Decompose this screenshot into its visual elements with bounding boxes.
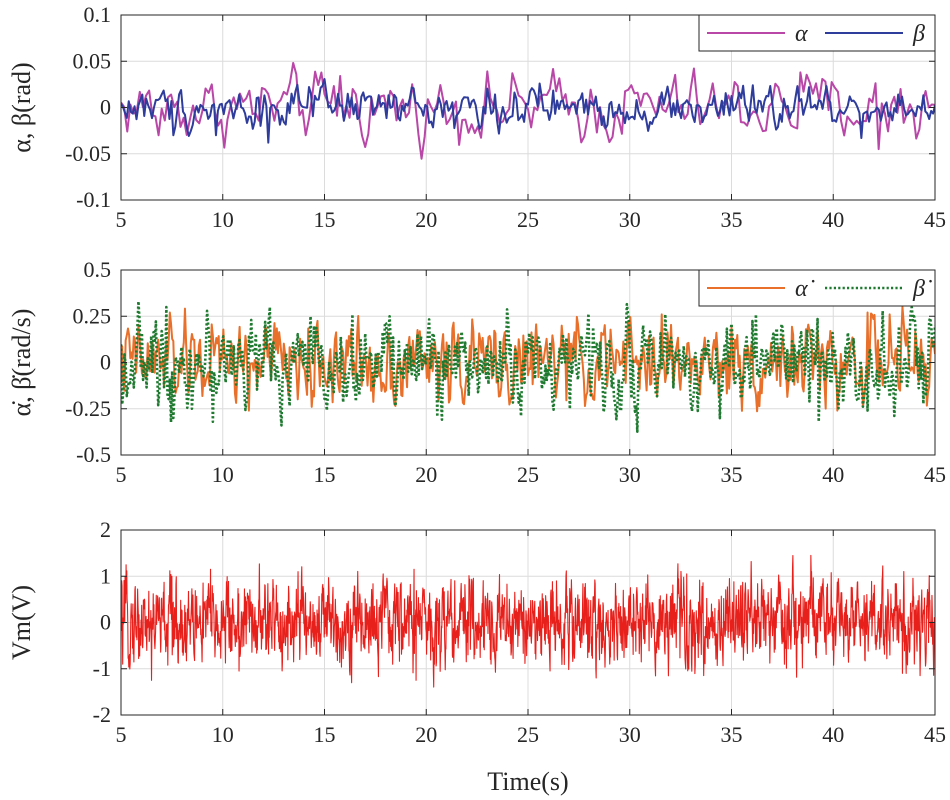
panel-angular-rate: 5 10 15 20 25 30 35 40 45 -0.5 -0.25 0 0.25 0.5 α̇, … — [7, 257, 946, 487]
series-line-vm — [121, 554, 935, 688]
x-tick-label: 5 — [116, 207, 127, 232]
x-tick-label: 20 — [415, 207, 437, 232]
x-tick-label: 40 — [822, 722, 844, 747]
y-axis-label-1: α̇, β̇(rad/s) — [7, 309, 36, 417]
series-group-1 — [121, 300, 935, 434]
y-tick-label: -0.1 — [76, 187, 111, 212]
y-tick-label: 0 — [100, 610, 111, 635]
x-tick-label: 30 — [619, 207, 641, 232]
x-tick-label: 25 — [517, 722, 539, 747]
y-tick-label: -1 — [93, 656, 111, 681]
x-tick-label: 25 — [517, 207, 539, 232]
series-line-β̇ — [121, 300, 935, 434]
x-tick-label: 30 — [619, 722, 641, 747]
x-tick-label: 10 — [212, 722, 234, 747]
y-tick-label: -0.05 — [65, 141, 111, 166]
y-tick-label: -0.5 — [76, 442, 111, 467]
y-ticks-0: -0.1 -0.05 0 0.05 0.1 — [65, 2, 935, 212]
panel-voltage: 5 10 15 20 25 30 35 40 45 -2 -1 0 1 2 Vm(V) Time(s) — [7, 517, 946, 796]
x-tick-label: 40 — [822, 462, 844, 487]
x-tick-label: 45 — [924, 207, 946, 232]
series-line-β — [121, 78, 935, 144]
legend-label: β — [912, 21, 925, 47]
x-tick-label: 45 — [924, 462, 946, 487]
x-tick-label: 35 — [721, 462, 743, 487]
y-tick-label: 0 — [100, 95, 111, 120]
y-tick-label: -2 — [93, 702, 111, 727]
x-tick-label: 45 — [924, 722, 946, 747]
y-axis-label-2: Vm(V) — [7, 585, 36, 660]
x-tick-label: 5 — [116, 722, 127, 747]
panel-angle: 5 10 15 20 25 30 35 40 45 -0.1 -0.05 0 0.05 0.1 α, β… — [7, 2, 946, 232]
y-tick-label: -0.25 — [65, 396, 111, 421]
legend-1: α̇ β̇ — [698, 269, 936, 307]
x-tick-label: 25 — [517, 462, 539, 487]
series-group-2 — [121, 554, 935, 688]
y-ticks-1: -0.5 -0.25 0 0.25 0.5 — [65, 257, 935, 467]
x-tick-label: 10 — [212, 207, 234, 232]
y-tick-label: 0 — [100, 350, 111, 375]
series-group-0 — [121, 61, 935, 160]
y-tick-label: 0.25 — [73, 303, 112, 328]
x-ticks-0: 5 10 15 20 25 30 35 40 45 — [116, 15, 946, 232]
y-tick-label: 1 — [100, 563, 111, 588]
legend-label: α — [795, 21, 808, 47]
series-line-α — [121, 61, 935, 160]
y-tick-label: 0.5 — [84, 257, 112, 282]
x-tick-label: 10 — [212, 462, 234, 487]
x-tick-label: 5 — [116, 462, 127, 487]
x-ticks-1: 5 10 15 20 25 30 35 40 45 — [116, 270, 946, 487]
x-tick-label: 15 — [314, 722, 336, 747]
x-tick-label: 40 — [822, 207, 844, 232]
x-ticks-2: 5 10 15 20 25 30 35 40 45 — [116, 530, 946, 747]
x-tick-label: 20 — [415, 722, 437, 747]
x-axis-label: Time(s) — [487, 767, 568, 796]
x-tick-label: 15 — [314, 462, 336, 487]
x-tick-label: 35 — [721, 722, 743, 747]
x-tick-label: 15 — [314, 207, 336, 232]
x-tick-label: 30 — [619, 462, 641, 487]
x-tick-label: 35 — [721, 207, 743, 232]
x-tick-label: 20 — [415, 462, 437, 487]
y-ticks-2: -2 -1 0 1 2 — [93, 517, 935, 727]
y-axis-label-0: α, β(rad) — [7, 62, 36, 152]
y-tick-label: 2 — [100, 517, 111, 542]
y-tick-label: 0.05 — [73, 48, 112, 73]
y-tick-label: 0.1 — [84, 2, 112, 27]
